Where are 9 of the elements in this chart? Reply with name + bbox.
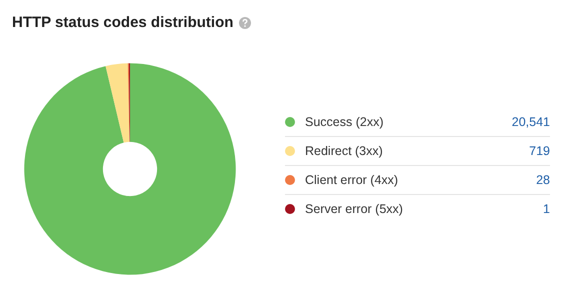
legend-label: Server error (5xx) — [305, 202, 404, 216]
legend-label: Success (2xx) — [305, 115, 384, 129]
chart-title: HTTP status codes distribution — [12, 14, 234, 31]
data-label: 20,541 — [512, 115, 550, 129]
legend-label: Client error (4xx) — [305, 173, 400, 187]
data-label: 1 — [543, 202, 550, 216]
legend-label: Redirect (3xx) — [305, 144, 384, 158]
data-label: 719 — [529, 144, 550, 158]
data-label: 28 — [536, 173, 550, 187]
